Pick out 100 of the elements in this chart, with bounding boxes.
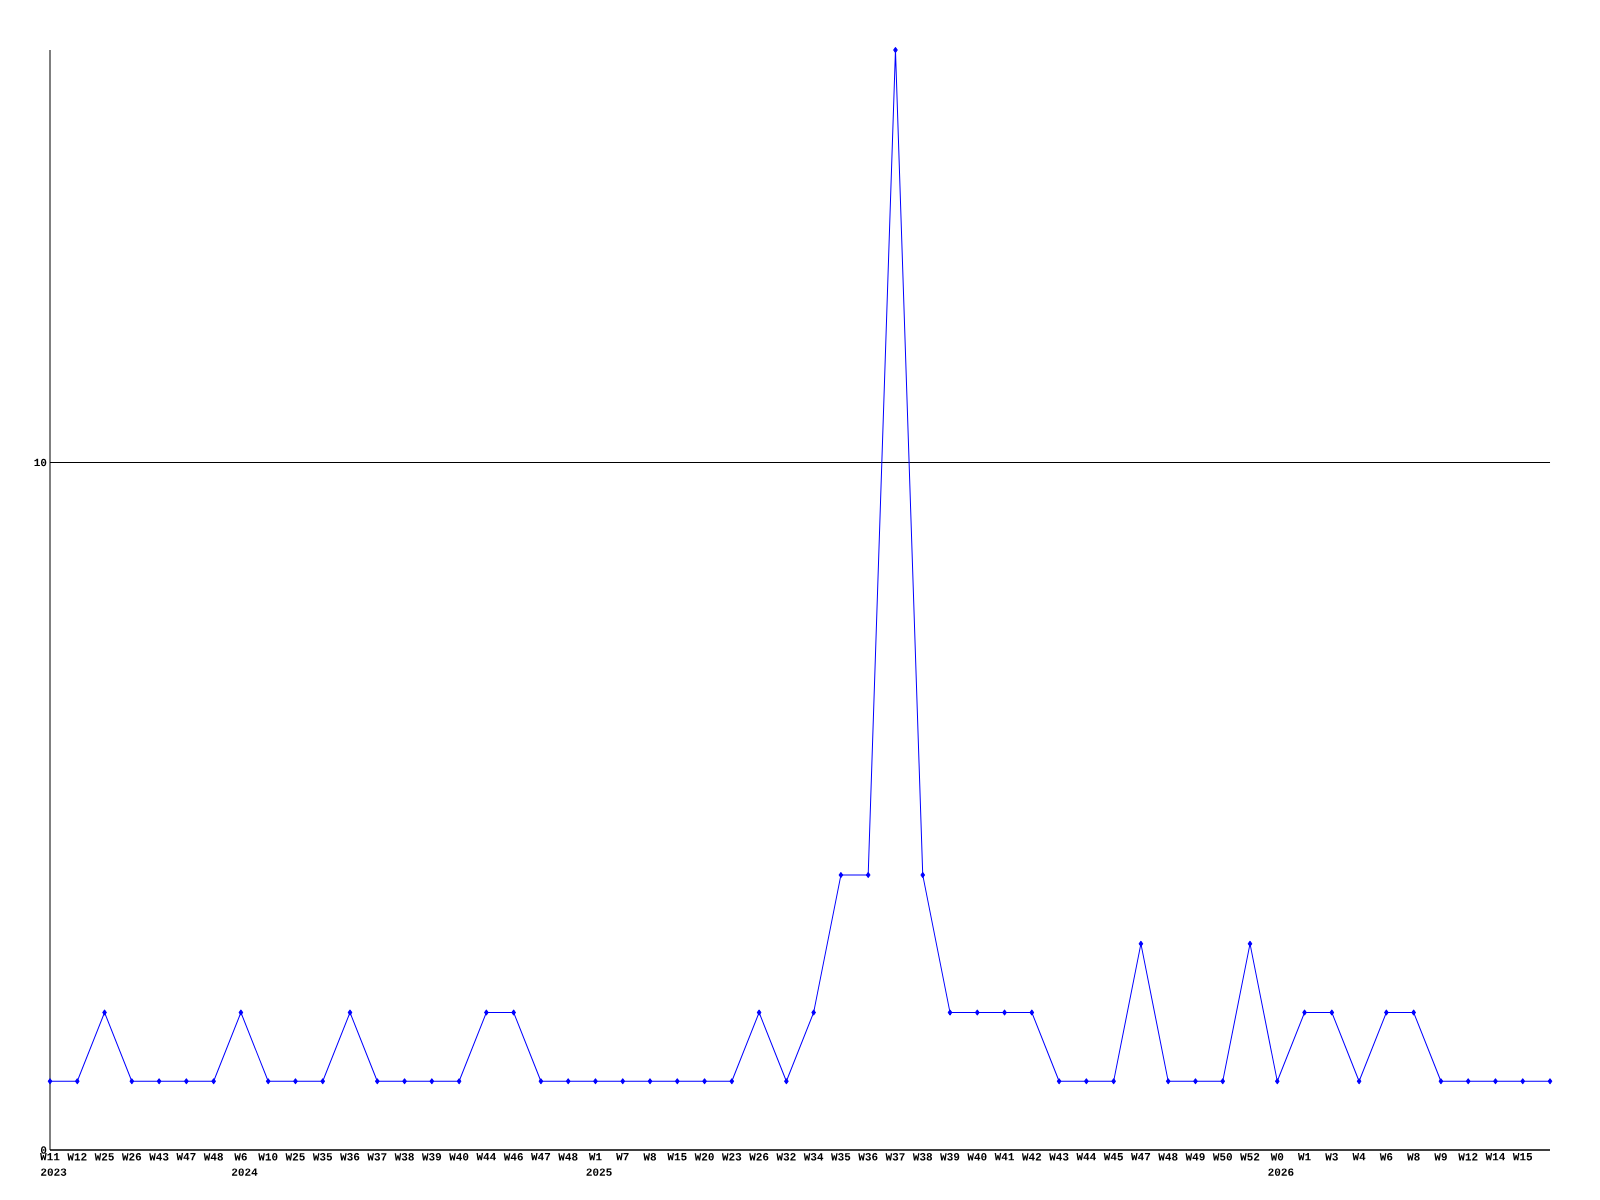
point [1002,1009,1007,1016]
point [1193,1078,1198,1085]
point [374,1078,380,1085]
x-tick-label: W11 [40,1153,60,1161]
text: 2026 [1268,1168,1294,1176]
text: 2023 [41,1168,67,1176]
point [129,1078,135,1085]
x-tick-label: W32 [776,1153,796,1161]
point [1274,1078,1280,1085]
x-tick-label: W47 [531,1153,551,1161]
point [511,1009,516,1016]
point [1138,940,1144,947]
x-tick-label: W1 [1297,1153,1311,1161]
point [1247,940,1253,947]
point [456,1078,462,1085]
point [102,1009,107,1016]
point [1465,1078,1471,1085]
x-tick-label: W14 [1485,1153,1506,1161]
x-tick-label: W25 [285,1153,305,1161]
point [1520,1078,1526,1085]
x-tick-label: W38 [394,1153,414,1161]
x-tick-label: W20 [694,1153,714,1161]
point [1302,1009,1307,1016]
x-tick-label: W44 [476,1153,496,1161]
point [1084,1078,1089,1085]
point [1356,1078,1362,1085]
x-tick-label: W47 [1131,1153,1151,1161]
x-tick-label: W3 [1325,1153,1338,1161]
x-tick-label: W35 [312,1153,333,1161]
point [811,1009,816,1016]
x-tick-label: W12 [67,1153,87,1161]
x-tick-label: W34 [803,1153,824,1161]
x-tick-label: W43 [149,1153,169,1161]
x-tick-label: W15 [1512,1153,1533,1161]
text: 2024 [231,1168,258,1176]
point [402,1078,407,1085]
y-tick-label: 0 [40,1146,47,1154]
point [838,872,844,878]
x-tick-label: W42 [1021,1153,1042,1161]
x-tick-label: W50 [1212,1153,1232,1161]
point [184,1078,189,1085]
point [238,1009,244,1016]
x-tick-label: W39 [421,1153,442,1161]
x-tick-label: W12 [1458,1153,1478,1161]
x-tick-label: W38 [912,1153,933,1161]
x-tick-label: W41 [994,1153,1014,1161]
x-tick-label: W10 [258,1153,278,1161]
point [947,1009,953,1016]
x-tick-label: W45 [1103,1153,1123,1161]
point [538,1078,544,1085]
point [729,1078,735,1085]
point [865,872,871,878]
point [1411,1009,1416,1016]
x-tick-label: W1 [588,1153,602,1161]
x-tick-label: W40 [449,1153,469,1161]
point [620,1078,626,1085]
point [1329,1009,1335,1016]
point [1220,1078,1226,1085]
x-tick-label: W15 [667,1153,687,1161]
x-tick-label: W7 [616,1153,629,1161]
x-tick-label: W48 [1158,1153,1178,1161]
point [156,1078,162,1085]
x-tick-label: W26 [121,1153,142,1161]
x-tick-label: W0 [1270,1153,1284,1161]
point [1111,1078,1116,1085]
point [647,1078,653,1085]
x-tick-label: W43 [1049,1153,1069,1161]
x-tick-label: W23 [721,1153,742,1161]
point [893,47,898,53]
point [211,1078,216,1085]
x-tick-label: W47 [176,1153,196,1161]
x-tick-label: W6 [234,1153,247,1161]
point [429,1078,435,1085]
x-tick-label: W25 [94,1153,114,1161]
x-tick-label: W48 [558,1153,578,1161]
x-tick-label: W39 [940,1153,960,1161]
x-tick-label: W48 [203,1153,223,1161]
x-tick-label: W4 [1352,1153,1366,1161]
point [1547,1078,1553,1085]
point [1029,1009,1035,1016]
x-tick-label: W37 [885,1153,905,1161]
point [293,1078,298,1085]
x-tick-label: W44 [1076,1153,1096,1161]
x-tick-label: W6 [1379,1153,1393,1161]
x-tick-label: W9 [1434,1153,1447,1161]
point [565,1078,571,1085]
point [974,1009,980,1016]
x-tick-label: W26 [749,1153,769,1161]
x-tick-label: W36 [858,1153,878,1161]
point [674,1078,680,1085]
x-tick-label: W36 [340,1153,360,1161]
x-tick-label: W8 [643,1153,657,1161]
x-tick-label: W49 [1185,1153,1205,1161]
point [1165,1078,1171,1085]
point [1493,1078,1498,1085]
point [265,1078,271,1085]
y-tick-label: 10 [34,458,47,467]
x-tick-label: W46 [503,1153,523,1161]
x-tick-label: W37 [367,1153,387,1161]
text: 2025 [586,1168,612,1176]
